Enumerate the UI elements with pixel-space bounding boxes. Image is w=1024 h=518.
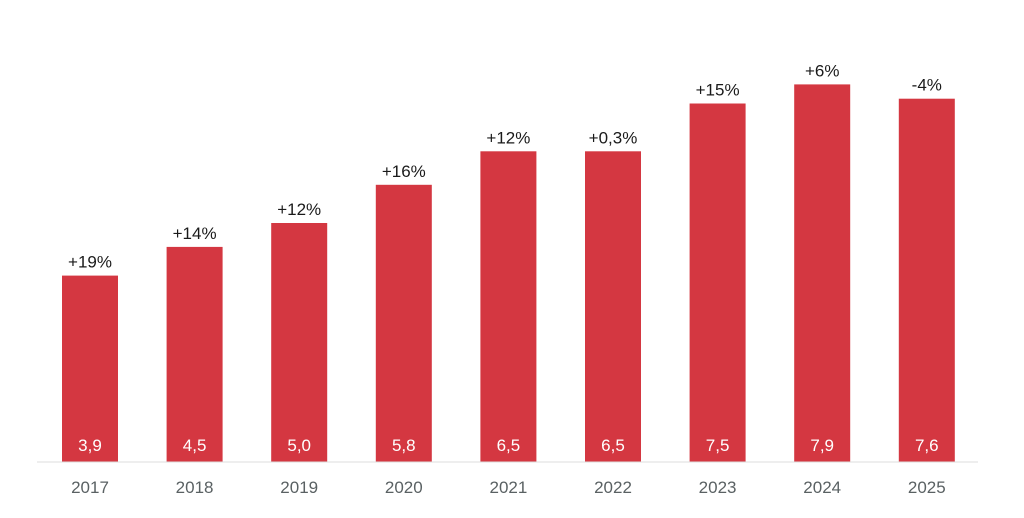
- bar-2023: [689, 103, 746, 462]
- bars-layer: [62, 84, 955, 463]
- bar-value-label-2023: 7,5: [706, 436, 730, 455]
- bar-2019: [271, 223, 328, 462]
- change-label-2022: +0,3%: [589, 128, 638, 147]
- bar-2022: [585, 151, 641, 463]
- x-tick-label-2021: 2021: [489, 478, 527, 497]
- x-tick-label-2023: 2023: [699, 478, 737, 497]
- change-label-2025: -4%: [912, 76, 942, 95]
- bar-value-label-2020: 5,8: [392, 436, 416, 455]
- labels-layer: 3,9 +19% 2017 4,5 +14% 2018 5,0 +12% 2019 5,8 +16%…: [68, 61, 946, 497]
- change-label-2017: +19%: [68, 253, 112, 272]
- x-tick-label-2022: 2022: [594, 478, 632, 497]
- bar-2017: [62, 275, 118, 462]
- bar-2024: [794, 84, 851, 463]
- x-tick-label-2025: 2025: [908, 478, 946, 497]
- change-label-2023: +15%: [696, 81, 740, 100]
- change-label-2021: +12%: [486, 128, 530, 147]
- x-tick-label-2017: 2017: [71, 478, 109, 497]
- bar-value-label-2022: 6,5: [601, 436, 625, 455]
- x-tick-label-2019: 2019: [280, 478, 318, 497]
- change-label-2018: +14%: [173, 224, 217, 243]
- bar-value-label-2017: 3,9: [78, 436, 102, 455]
- bar-2020: [375, 184, 432, 463]
- bar-value-label-2024: 7,9: [810, 436, 834, 455]
- change-label-2020: +16%: [382, 162, 426, 181]
- bar-value-label-2019: 5,0: [287, 436, 311, 455]
- change-label-2024: +6%: [805, 61, 840, 80]
- bar-value-label-2018: 4,5: [183, 436, 207, 455]
- x-tick-label-2020: 2020: [385, 478, 423, 497]
- x-tick-label-2024: 2024: [803, 478, 841, 497]
- bar-2021: [480, 151, 537, 463]
- x-tick-label-2018: 2018: [176, 478, 214, 497]
- bar-2018: [166, 246, 223, 462]
- bar-2025: [898, 98, 955, 462]
- bar-value-label-2021: 6,5: [497, 436, 521, 455]
- change-label-2019: +12%: [277, 200, 321, 219]
- bar-value-label-2025: 7,6: [915, 436, 939, 455]
